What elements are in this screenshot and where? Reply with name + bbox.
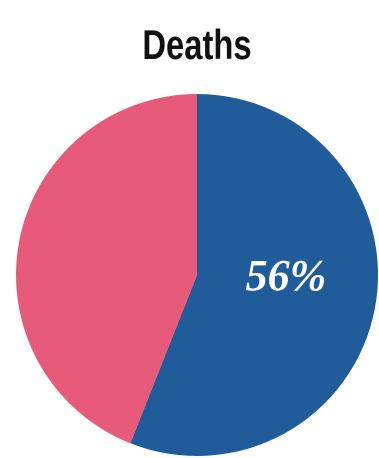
pie-slice [130, 94, 378, 456]
chart-title: Deaths [142, 21, 251, 68]
pie-slice [15, 94, 198, 444]
value-label: 56% [246, 251, 327, 300]
